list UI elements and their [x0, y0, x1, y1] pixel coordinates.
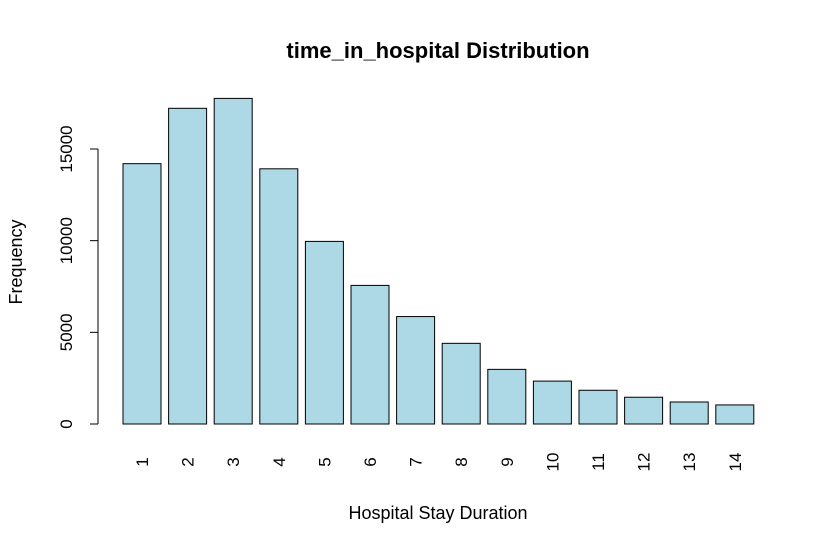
y-tick-label: 15000: [57, 125, 76, 172]
bar: [168, 107, 208, 425]
bar: [487, 368, 527, 425]
x-tick-label: 2: [179, 457, 198, 466]
bar: [669, 401, 709, 425]
bar: [122, 163, 162, 425]
x-axis-label: Hospital Stay Duration: [348, 503, 527, 523]
x-tick-label: 5: [315, 457, 334, 466]
bar: [624, 396, 664, 425]
x-tick-label: 7: [407, 457, 426, 466]
y-tick-label: 0: [57, 419, 76, 428]
x-tick-label: 11: [589, 453, 608, 471]
x-tick-label: 6: [361, 457, 380, 466]
x-tick-label: 4: [270, 457, 289, 466]
bars: [122, 97, 755, 425]
y-axis: 0 5000 10000 15000: [57, 125, 99, 429]
x-tick-labels: 1 2 3 4 5 6 7 8 9 10 11 12 13 14: [133, 453, 745, 472]
bar: [213, 97, 253, 425]
bar: [532, 380, 572, 425]
x-tick-label: 14: [726, 453, 745, 472]
x-tick-label: 9: [498, 457, 517, 466]
x-tick-label: 8: [452, 457, 471, 466]
x-tick-label: 12: [635, 453, 654, 472]
x-tick-label: 13: [680, 453, 699, 472]
bar: [441, 342, 481, 425]
x-tick-label: 1: [133, 457, 152, 466]
bar: [259, 168, 299, 425]
bar: [715, 404, 755, 425]
bar: [350, 284, 390, 425]
y-axis-label: Frequency: [6, 219, 26, 304]
chart-title: time_in_hospital Distribution: [286, 38, 589, 63]
x-tick-label: 10: [543, 453, 562, 472]
y-tick-label: 10000: [57, 217, 76, 264]
x-tick-label: 3: [224, 457, 243, 466]
bar: [578, 389, 618, 425]
bar: [304, 240, 344, 425]
y-tick-label: 5000: [57, 313, 76, 351]
bar: [396, 316, 436, 425]
